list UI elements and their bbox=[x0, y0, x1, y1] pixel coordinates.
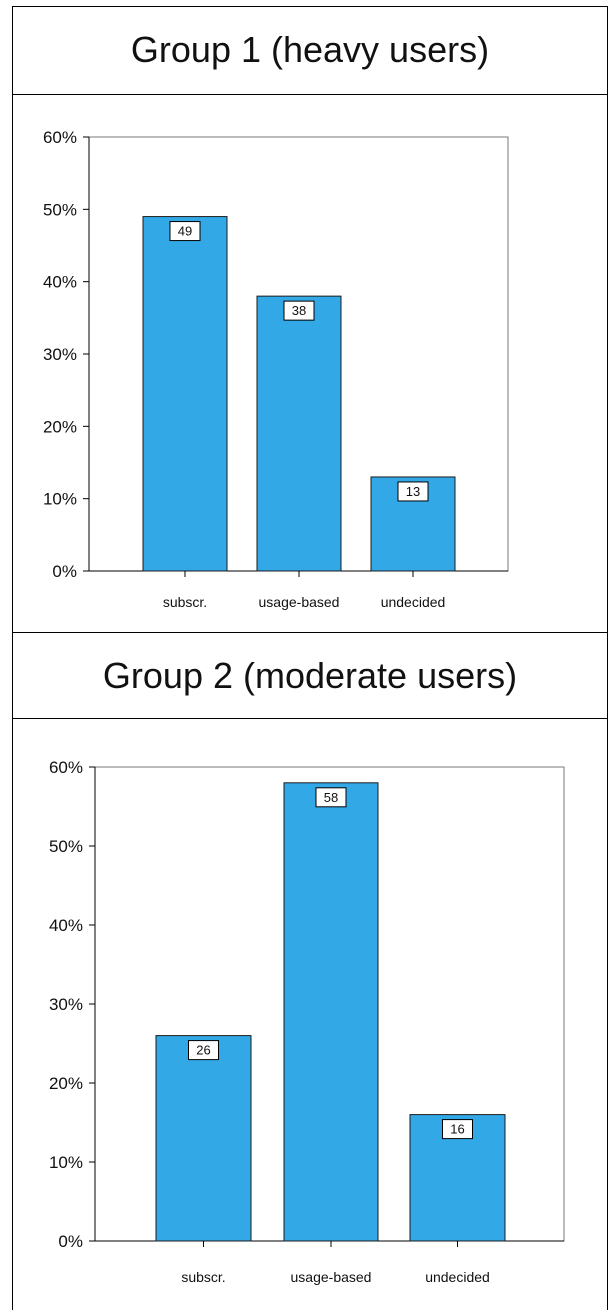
y-tick-label: 40% bbox=[49, 916, 83, 935]
x-tick-label: usage-based bbox=[291, 1269, 372, 1285]
figure-frame bbox=[12, 6, 608, 1310]
y-tick-label: 20% bbox=[49, 1074, 83, 1093]
x-tick-label: usage-based bbox=[259, 594, 340, 610]
y-tick-label: 0% bbox=[52, 562, 77, 581]
y-tick-label: 0% bbox=[58, 1232, 83, 1251]
bar bbox=[256, 295, 342, 572]
y-tick-label: 60% bbox=[43, 128, 77, 147]
bar bbox=[142, 216, 228, 572]
x-tick-label: undecided bbox=[381, 594, 446, 610]
y-tick-label: 30% bbox=[49, 995, 83, 1014]
y-tick-label: 40% bbox=[43, 273, 77, 292]
data-label: 26 bbox=[196, 1043, 210, 1058]
y-tick-label: 50% bbox=[49, 837, 83, 856]
data-label: 13 bbox=[406, 484, 420, 499]
data-label: 38 bbox=[292, 303, 306, 318]
y-tick-label: 30% bbox=[43, 345, 77, 364]
bar bbox=[155, 1035, 252, 1242]
x-tick-label: undecided bbox=[425, 1269, 490, 1285]
data-label: 16 bbox=[450, 1122, 464, 1137]
y-tick-label: 10% bbox=[43, 490, 77, 509]
x-tick-label: subscr. bbox=[181, 1269, 225, 1285]
data-label-box bbox=[315, 787, 347, 808]
y-tick-label: 50% bbox=[43, 200, 77, 219]
chart-1-title: Group 1 (heavy users) bbox=[12, 6, 608, 95]
data-label: 49 bbox=[178, 224, 192, 239]
y-tick-label: 60% bbox=[49, 758, 83, 777]
chart-1: 0% 10% 20% 30% 40% 50% 60% 49 subscr. 38 usage-bas… bbox=[43, 128, 509, 610]
bar bbox=[283, 782, 379, 1242]
data-label-box bbox=[188, 1040, 219, 1061]
data-label-box bbox=[442, 1119, 473, 1140]
chart-2: 0% 10% 20% 30% 40% 50% 60% 26 subscr. 58 usage-bas… bbox=[49, 758, 565, 1285]
y-tick-label: 10% bbox=[49, 1153, 83, 1172]
data-label-box bbox=[397, 481, 429, 502]
data-label-box bbox=[283, 300, 315, 321]
y-tick-label: 20% bbox=[43, 417, 77, 436]
x-tick-label: subscr. bbox=[163, 594, 207, 610]
data-label-box bbox=[169, 221, 201, 242]
chart-2-title: Group 2 (moderate users) bbox=[12, 632, 608, 719]
data-label: 58 bbox=[324, 790, 338, 805]
